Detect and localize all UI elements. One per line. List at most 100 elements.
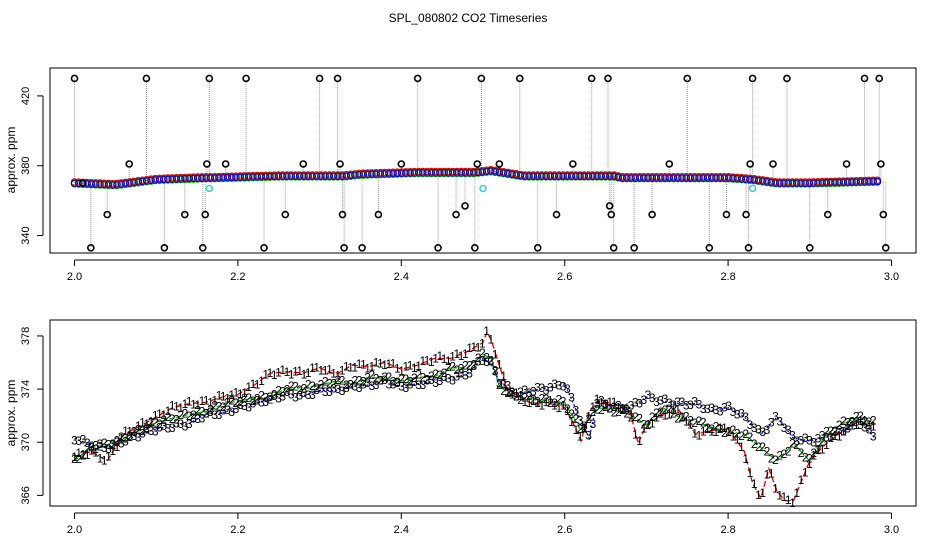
series-1-symbol: 1: [691, 426, 698, 440]
series-1-symbol: 1: [437, 349, 444, 363]
series-1-symbol: 1: [330, 367, 337, 381]
bottom-x-tick-label: 3.0: [884, 524, 899, 536]
series-1-symbol: 1: [632, 427, 639, 441]
series-3-symbol: 3: [827, 430, 834, 444]
series-2-symbol: 2: [420, 370, 427, 384]
series-3-symbol: 3: [207, 405, 214, 419]
baseline-point: [448, 168, 457, 177]
series-1-symbol: 1: [156, 407, 163, 421]
flag-point: [479, 184, 487, 193]
baseline-point: [631, 174, 640, 182]
series-1-symbol: 1: [101, 454, 108, 468]
series-1-symbol: 1: [781, 490, 788, 504]
series-2-symbol: 2: [411, 371, 418, 385]
series-2-symbol: 2: [403, 372, 410, 386]
raw-point: [452, 210, 460, 219]
series-2-symbol: 2: [454, 363, 461, 377]
raw-point: [78, 179, 87, 187]
series-3-symbol: 3: [734, 408, 741, 422]
series-3-symbol: 3: [386, 378, 393, 392]
baseline-point: [763, 177, 771, 186]
series-3-symbol: 3: [776, 415, 783, 429]
series-3-symbol: 3: [169, 421, 176, 435]
series-2-symbol: 2: [725, 425, 732, 439]
series-3-symbol: 3: [288, 387, 295, 401]
series-3-symbol: 3: [751, 421, 758, 435]
series-1-symbol: 1: [241, 386, 248, 400]
series-3-symbol: 3: [398, 379, 405, 393]
series-2-symbol: 2: [139, 424, 146, 438]
series-3-symbol: 3: [318, 382, 325, 396]
series-2-symbol: 2: [254, 392, 261, 406]
baseline-point: [270, 172, 278, 181]
baseline-point: [703, 174, 712, 182]
baseline-point: [210, 174, 219, 182]
series-2-symbol: 2: [866, 415, 873, 429]
series-2-symbol: 2: [832, 424, 839, 438]
series-2-symbol: 2: [836, 418, 843, 432]
series-2-symbol: 2: [551, 396, 558, 410]
series-1-symbol: 1: [738, 440, 745, 454]
series-2-symbol: 2: [381, 370, 388, 384]
series-1-symbol: 1: [228, 388, 235, 402]
series-3-symbol: 3: [88, 440, 95, 454]
baseline-point: [474, 168, 482, 177]
series-1-symbol: 1: [623, 401, 630, 415]
baseline-point: [159, 175, 168, 184]
series-3-symbol: 3: [657, 393, 664, 407]
series-1-symbol: 1: [585, 409, 592, 423]
series-2-symbol: 2: [97, 440, 104, 454]
baseline-point: [266, 172, 274, 181]
bottom-panel-axes: 2.0 2.2 2.4 2.6 2.8 3.0 366 370 374 378: [20, 327, 899, 536]
raw-point: [397, 160, 406, 168]
bottom-x-tick-label: 2.6: [557, 524, 572, 536]
baseline-point: [746, 175, 754, 184]
series-1-symbol: 1: [352, 360, 359, 374]
series-2-symbol: 2: [220, 400, 227, 414]
series-3-symbol: 3: [526, 386, 533, 400]
series-1-symbol: 1: [126, 424, 133, 438]
baseline-point: [100, 180, 108, 189]
raw-point: [609, 243, 618, 252]
series-1-symbol: 1: [177, 401, 184, 415]
series-1-symbol: 1: [866, 418, 873, 432]
series-1-symbol: 1: [339, 363, 346, 377]
baseline-point: [423, 168, 431, 177]
series-3-symbol: 3: [496, 376, 503, 390]
series-3-symbol: 3: [186, 417, 193, 431]
series-3-symbol: 3: [139, 426, 146, 440]
series-1-symbol: 1: [725, 425, 732, 439]
baseline-point: [393, 169, 402, 178]
series-1-symbol: 1: [118, 431, 125, 445]
baseline-point: [321, 172, 329, 180]
series-1-symbol: 1: [173, 400, 180, 414]
baseline-point: [172, 175, 181, 183]
series-3-symbol: 3: [857, 418, 864, 432]
series-3-symbol: 3: [534, 380, 541, 394]
series-1-symbol: 1: [92, 445, 99, 459]
baseline-point: [372, 170, 380, 178]
series-2-symbol: 2: [594, 403, 601, 417]
series-3-symbol: 3: [182, 420, 189, 434]
baseline-point: [487, 167, 495, 175]
raw-point: [413, 74, 422, 83]
series-1-symbol: 1: [504, 385, 511, 399]
series-1-symbol: 1: [589, 400, 596, 414]
series-1-symbol: 1: [152, 409, 159, 423]
flag-point: [748, 184, 757, 193]
series-2-symbol: 2: [322, 374, 329, 388]
series-3-symbol: 3: [360, 378, 367, 392]
series-2-symbol: 2: [475, 351, 482, 365]
series-1-symbol: 1: [318, 364, 325, 378]
raw-point: [333, 74, 342, 83]
raw-point: [260, 243, 268, 252]
baseline-point: [780, 179, 788, 187]
series-2-symbol: 2: [177, 408, 184, 422]
baseline-point: [567, 172, 576, 180]
series-1-symbol: 1: [386, 357, 393, 371]
baseline-point: [835, 178, 843, 187]
series-2-symbol: 2: [683, 409, 690, 423]
series-2-symbol: 2: [747, 430, 754, 444]
baseline-point: [151, 176, 159, 184]
series-3-symbol: 3: [708, 401, 715, 415]
